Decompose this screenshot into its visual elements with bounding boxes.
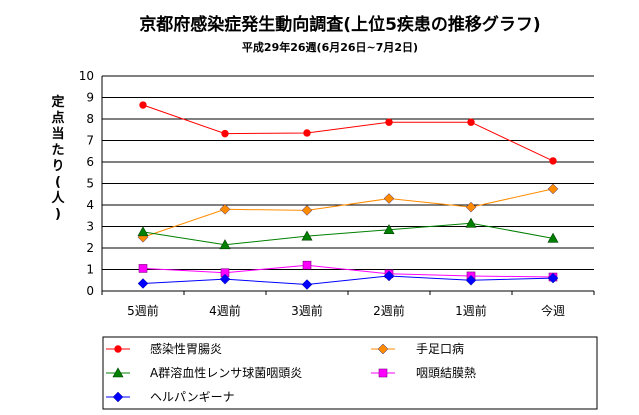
y-tick-label: 3 bbox=[86, 220, 94, 234]
data-point bbox=[301, 279, 313, 290]
data-point bbox=[465, 274, 477, 286]
data-point bbox=[383, 224, 395, 235]
data-point bbox=[139, 101, 147, 109]
y-axis-label-char: 点 bbox=[51, 110, 64, 126]
data-point bbox=[465, 201, 477, 213]
x-tick-label: 3週前 bbox=[291, 303, 323, 318]
series-1 bbox=[137, 183, 559, 243]
data-point bbox=[385, 118, 393, 126]
x-tick-label: 今週 bbox=[541, 303, 565, 318]
y-axis-label-char: 当 bbox=[51, 126, 64, 142]
chart-title: 京都府感染症発生動向調査(上位5疾患の推移グラフ) bbox=[139, 14, 540, 35]
tick-labels: 0 1 2 3 4 5 6 7 8 9 10 5週前 4週前 3週前 2週前 1週前 今週 bbox=[79, 69, 565, 318]
y-tick-label: 1 bbox=[86, 263, 94, 277]
y-axis-label-char: 定 bbox=[50, 94, 64, 110]
chart-subtitle: 平成29年26週(6月26日~7月2日) bbox=[242, 40, 418, 54]
legend-label: ヘルパンギーナ bbox=[150, 390, 235, 404]
data-point bbox=[138, 264, 148, 273]
legend-item: A群溶血性レンサ球菌咽頭炎 bbox=[106, 365, 302, 380]
legend-item: ヘルパンギーナ bbox=[106, 390, 235, 404]
legend-item: 手足口病 bbox=[371, 341, 464, 356]
legend-item: 咽頭結膜熱 bbox=[371, 366, 476, 380]
y-tick-label: 0 bbox=[86, 284, 94, 298]
series-layer bbox=[137, 101, 559, 290]
legend-box bbox=[102, 336, 598, 410]
y-tick-label: 7 bbox=[86, 134, 94, 148]
data-point bbox=[219, 273, 231, 285]
data-point bbox=[467, 118, 475, 126]
y-axis-label-char: り bbox=[51, 159, 64, 174]
data-point bbox=[219, 204, 231, 215]
legend-label: 感染性胃腸炎 bbox=[150, 341, 222, 356]
data-point bbox=[549, 157, 557, 165]
series-line bbox=[142, 188, 554, 238]
data-point bbox=[219, 239, 231, 250]
series-line bbox=[142, 275, 554, 286]
legend-marker bbox=[378, 368, 388, 378]
data-point bbox=[383, 270, 395, 282]
x-tick-label: 5週前 bbox=[127, 303, 159, 318]
series-0 bbox=[139, 101, 557, 165]
y-axis-label-char: た bbox=[51, 143, 64, 158]
data-point bbox=[137, 278, 149, 289]
data-point bbox=[221, 129, 229, 138]
y-tick-label: 5 bbox=[86, 177, 94, 191]
data-point bbox=[547, 232, 559, 243]
series-line bbox=[142, 222, 554, 246]
y-tick-label: 2 bbox=[86, 241, 94, 255]
data-point bbox=[547, 272, 559, 284]
x-tick-label: 1週前 bbox=[455, 303, 487, 318]
y-tick-label: 4 bbox=[86, 198, 94, 212]
series-4 bbox=[137, 270, 559, 290]
y-tick-label: 8 bbox=[86, 112, 94, 126]
series-line bbox=[142, 264, 554, 278]
data-point bbox=[301, 205, 313, 216]
legend-item: 感染性胃腸炎 bbox=[106, 341, 222, 356]
data-point bbox=[302, 260, 312, 270]
data-point bbox=[547, 183, 559, 195]
data-point bbox=[303, 129, 311, 137]
series-2 bbox=[137, 217, 559, 250]
y-axis-label-char: ( bbox=[55, 175, 61, 190]
series-3 bbox=[138, 260, 558, 282]
data-point bbox=[301, 230, 313, 241]
axes bbox=[101, 76, 595, 295]
legend-label: 咽頭結膜熱 bbox=[416, 366, 476, 380]
gridlines bbox=[102, 75, 594, 270]
series-line bbox=[142, 104, 554, 162]
legend-marker bbox=[112, 367, 124, 378]
x-tick-label: 4週前 bbox=[209, 303, 241, 318]
legend-marker bbox=[377, 343, 389, 355]
x-tick-label: 2週前 bbox=[373, 303, 405, 318]
y-tick-label: 6 bbox=[86, 155, 94, 169]
data-point bbox=[137, 226, 149, 237]
legend-marker bbox=[112, 391, 124, 403]
data-point bbox=[383, 193, 395, 204]
legend-label: 手足口病 bbox=[416, 341, 464, 356]
y-tick-label: 10 bbox=[79, 69, 94, 83]
y-axis-label-char: 人 bbox=[51, 190, 65, 206]
legend-label: A群溶血性レンサ球菌咽頭炎 bbox=[150, 365, 302, 380]
y-axis-label-char: ) bbox=[55, 207, 61, 222]
y-tick-label: 9 bbox=[86, 91, 94, 105]
legend-marker bbox=[114, 345, 122, 353]
data-point bbox=[465, 217, 477, 228]
